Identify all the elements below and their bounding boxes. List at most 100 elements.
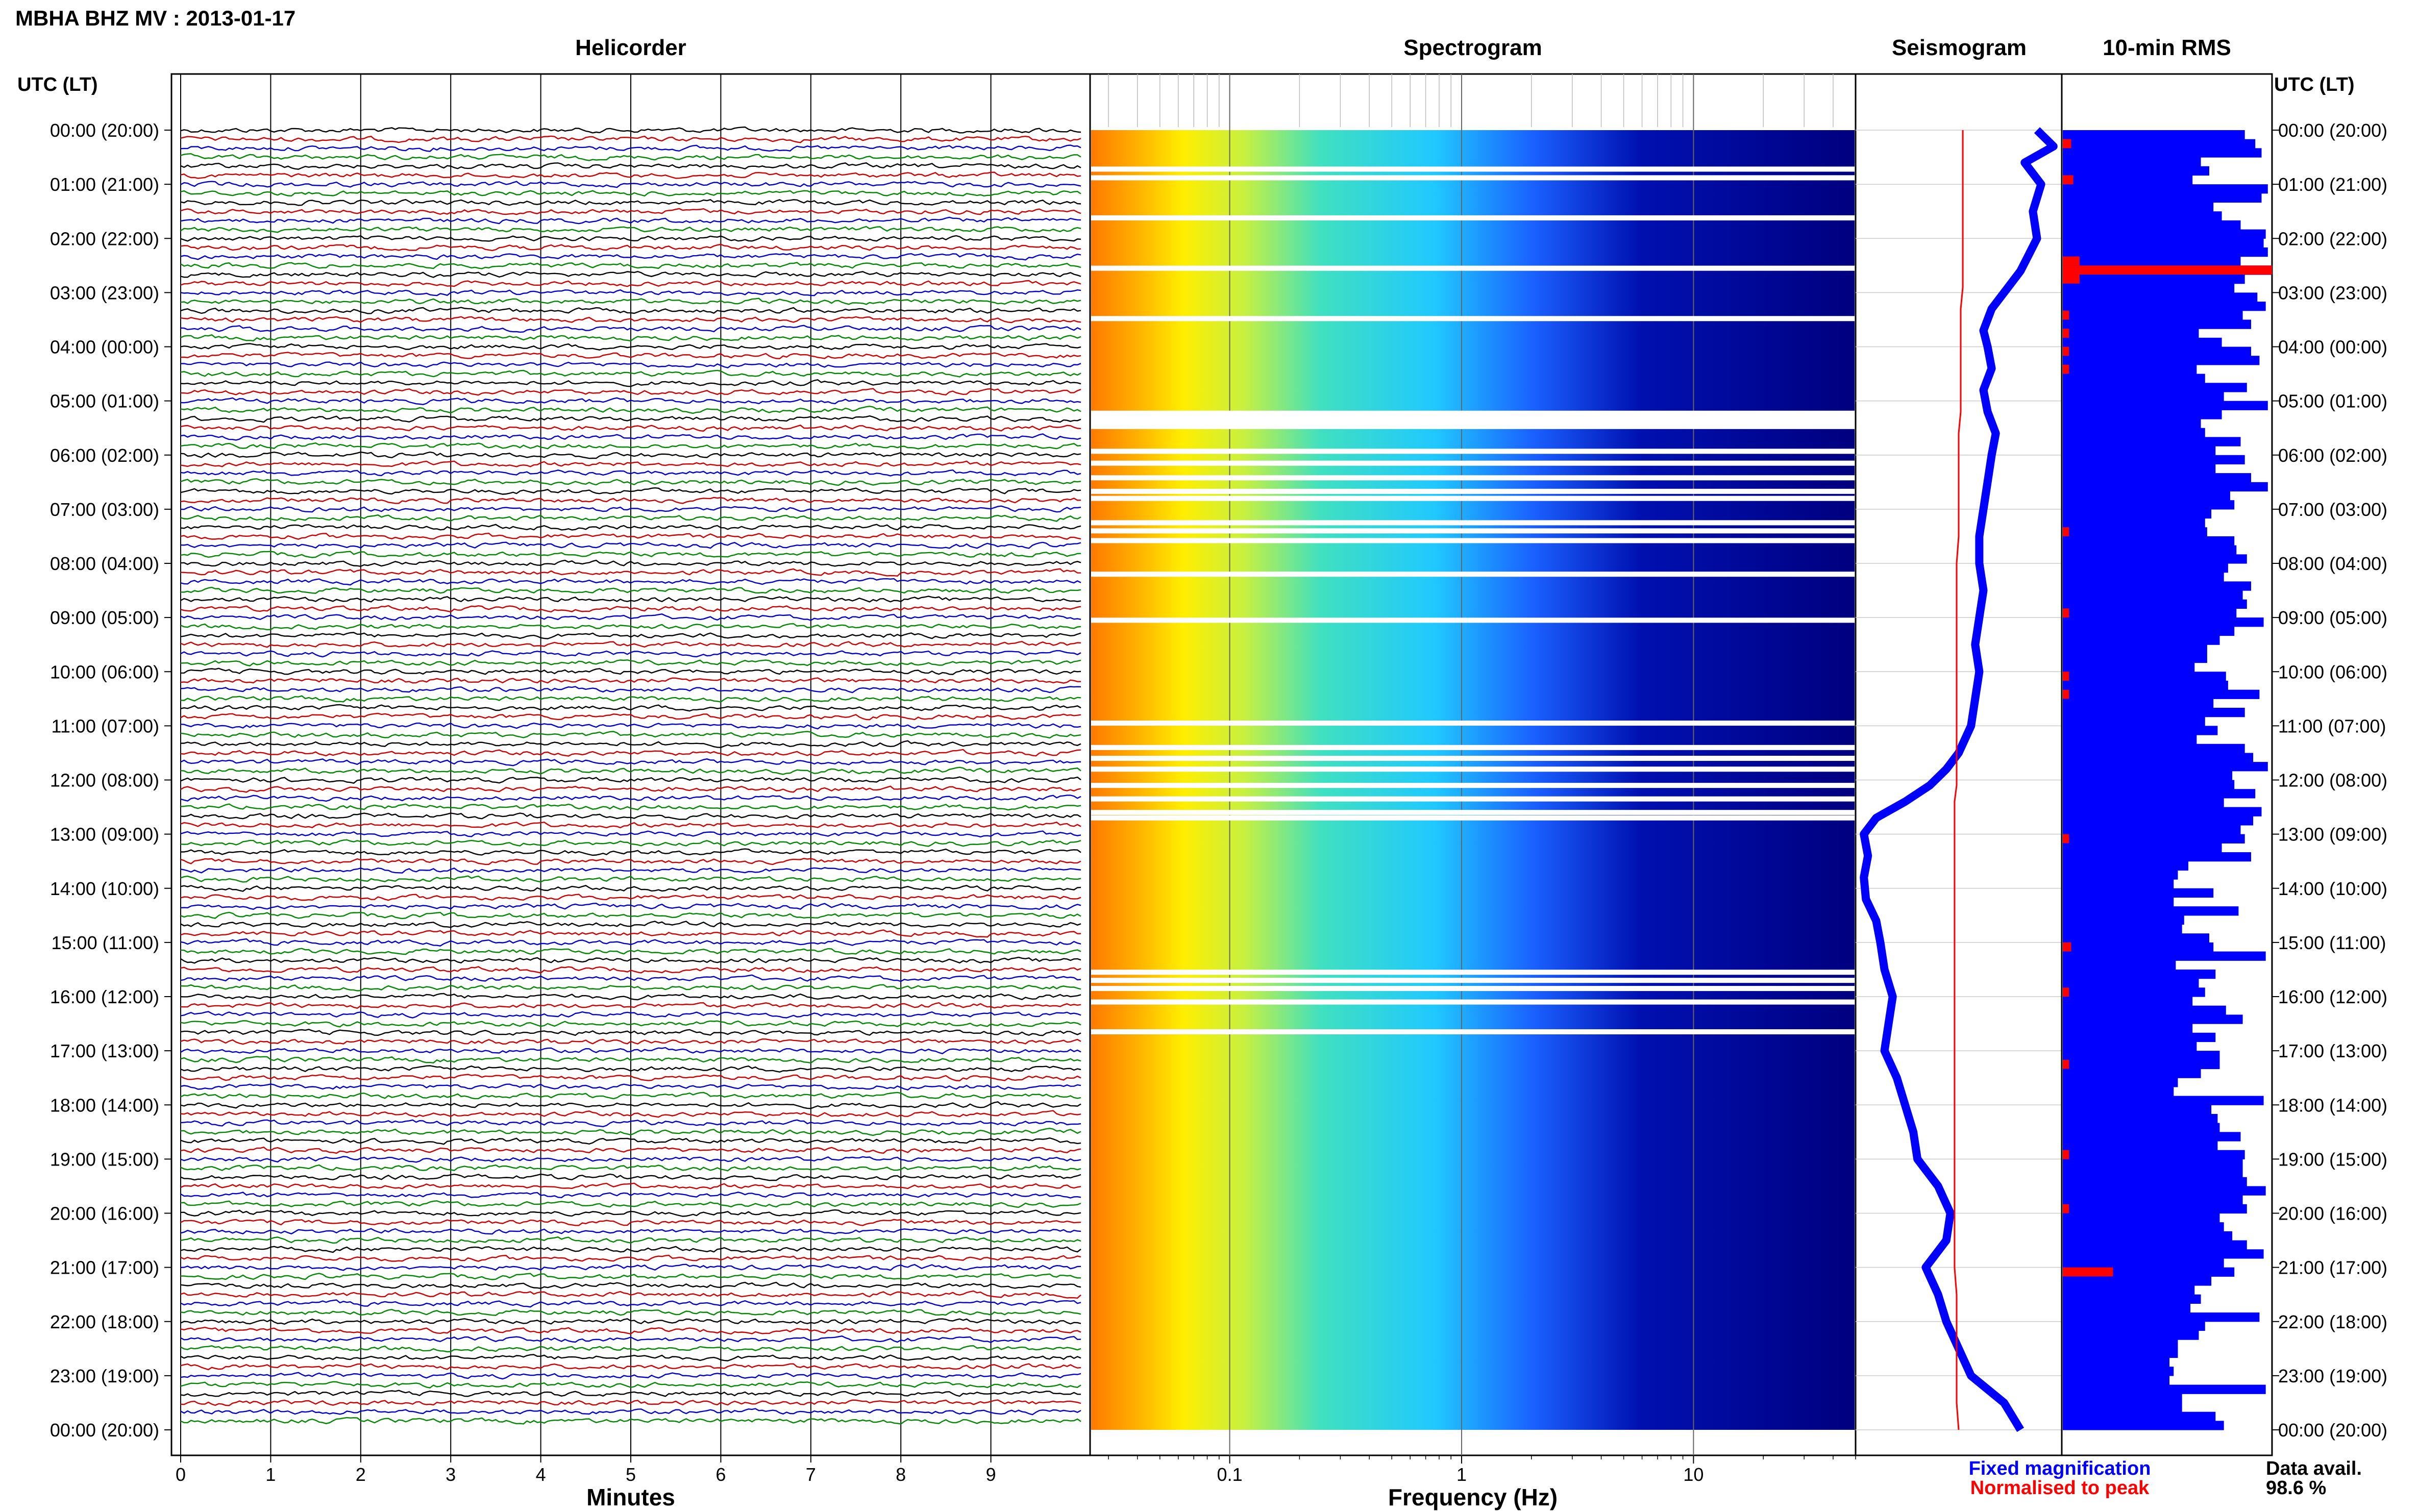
helicorder-trace — [180, 1390, 1081, 1397]
helicorder-trace — [180, 640, 1081, 648]
helicorder-trace — [180, 984, 1081, 992]
rms-bar — [2063, 933, 2209, 943]
spectrogram-data-gap — [1091, 978, 1855, 983]
time-label-right: 11:00 (07:00) — [2278, 715, 2386, 736]
rms-bar — [2063, 942, 2214, 952]
rms-bar — [2063, 302, 2266, 311]
rms-bar — [2063, 924, 2182, 934]
rms-bar — [2063, 1394, 2182, 1403]
rms-bar — [2063, 554, 2247, 564]
rms-bar — [2063, 798, 2224, 808]
spectrogram-title: Spectrogram — [1403, 35, 1542, 60]
rms-bar — [2063, 572, 2224, 582]
helicorder-trace — [180, 126, 1081, 134]
time-label-right: 09:00 (05:00) — [2278, 607, 2387, 628]
time-label-left: 00:00 (20:00) — [50, 1420, 159, 1441]
helicorder-trace — [180, 613, 1081, 621]
rms-bar — [2063, 608, 2237, 618]
helicorder-trace — [180, 749, 1081, 757]
rms-bar — [2063, 1113, 2218, 1124]
helicorder-trace — [180, 253, 1081, 261]
time-label-right: 14:00 (10:00) — [2278, 878, 2387, 899]
spectrogram-data-gap — [1091, 766, 1855, 772]
rms-bar — [2063, 843, 2222, 853]
helicorder-trace — [180, 722, 1081, 730]
rms-bar — [2063, 464, 2216, 474]
rms-bar — [2063, 1249, 2264, 1259]
helicorder-trace — [180, 686, 1081, 693]
helicorder-xtick-label: 5 — [626, 1464, 636, 1485]
helicorder-trace — [180, 993, 1081, 1001]
time-axis-right: 00:00 (20:00) 01:00 (21:00) 02:00 (22:00) 0… — [2272, 120, 2387, 1441]
helicorder-trace — [180, 740, 1081, 749]
rms-bar — [2063, 455, 2245, 465]
helicorder-trace — [180, 316, 1081, 324]
spectrogram-data-gap — [1091, 538, 1855, 543]
time-label-left: 22:00 (18:00) — [50, 1311, 159, 1332]
helicorder-trace — [180, 867, 1081, 874]
spectrogram-xlabel: Frequency (Hz) — [1388, 1484, 1558, 1510]
helicorder-trace — [180, 1326, 1081, 1335]
helicorder-xtick-label: 9 — [986, 1464, 996, 1485]
time-label-left: 01:00 (21:00) — [50, 174, 159, 195]
time-label-left: 12:00 (08:00) — [50, 770, 159, 791]
rms-bar — [2063, 500, 2235, 510]
helicorder-trace — [180, 1354, 1081, 1361]
rms-bar — [2063, 1168, 2243, 1178]
helicorder-trace — [180, 334, 1081, 342]
rms-bar — [2063, 1231, 2233, 1241]
helicorder-trace — [180, 262, 1081, 269]
helicorder-trace — [180, 514, 1081, 522]
helicorder-trace — [180, 235, 1081, 242]
rms-flag-bar — [2063, 834, 2069, 844]
time-label-left: 04:00 (00:00) — [50, 337, 159, 358]
helicorder-trace — [180, 704, 1081, 712]
rms-bar — [2063, 401, 2268, 410]
helicorder-trace — [180, 1101, 1081, 1109]
helicorder-trace — [180, 758, 1081, 766]
helicorder-trace — [180, 1173, 1081, 1181]
rms-bar — [2063, 1213, 2220, 1223]
spectrogram-xtick-label: 10 — [1683, 1464, 1704, 1485]
time-label-left: 19:00 (15:00) — [50, 1149, 159, 1170]
utc-label-right: UTC (LT) — [2274, 74, 2355, 95]
time-label-right: 08:00 (04:00) — [2278, 553, 2387, 574]
rms-bar — [2063, 1042, 2197, 1051]
spectrogram-data-gap — [1091, 756, 1855, 761]
rms-bar — [2063, 275, 2245, 284]
data-avail-label: Data avail. — [2266, 1458, 2362, 1479]
helicorder-trace — [180, 243, 1081, 252]
rms-bar — [2063, 1096, 2264, 1105]
helicorder-trace — [180, 1038, 1081, 1045]
helicorder-trace — [180, 1318, 1081, 1325]
rms-bar — [2063, 699, 2214, 708]
rms-bar — [2063, 726, 2218, 735]
rms-bar — [2063, 581, 2251, 591]
rms-bar — [2063, 1367, 2174, 1376]
spectrogram-data-gap — [1091, 528, 1855, 534]
rms-bar — [2063, 969, 2216, 979]
spectrogram-data-gap — [1091, 617, 1855, 623]
station-title: MBHA BHZ MV : 2013-01-17 — [15, 6, 295, 30]
rms-bar — [2063, 1177, 2247, 1187]
rms-bar — [2063, 1014, 2243, 1024]
rms-title: 10-min RMS — [2103, 35, 2231, 60]
rms-bar — [2063, 1294, 2201, 1304]
spectrogram-data-gap — [1091, 810, 1855, 815]
rms-bar — [2063, 211, 2222, 221]
rms-bar — [2063, 870, 2178, 880]
spectrogram-data-gap — [1091, 745, 1855, 750]
rms-bar — [2063, 1132, 2241, 1142]
rms-bar — [2063, 1340, 2178, 1349]
helicorder-trace — [180, 1110, 1081, 1118]
helicorder-trace — [180, 1263, 1081, 1271]
helicorder-trace — [180, 1308, 1081, 1316]
rms-bar — [2063, 184, 2268, 194]
rms-bar — [2063, 1159, 2243, 1169]
rms-bar — [2063, 1123, 2220, 1132]
helicorder-trace — [180, 361, 1081, 369]
rms-bar — [2063, 708, 2245, 717]
helicorder-trace — [180, 596, 1081, 603]
rms-flag-bar — [2063, 1150, 2069, 1159]
time-label-left: 17:00 (13:00) — [50, 1040, 159, 1061]
